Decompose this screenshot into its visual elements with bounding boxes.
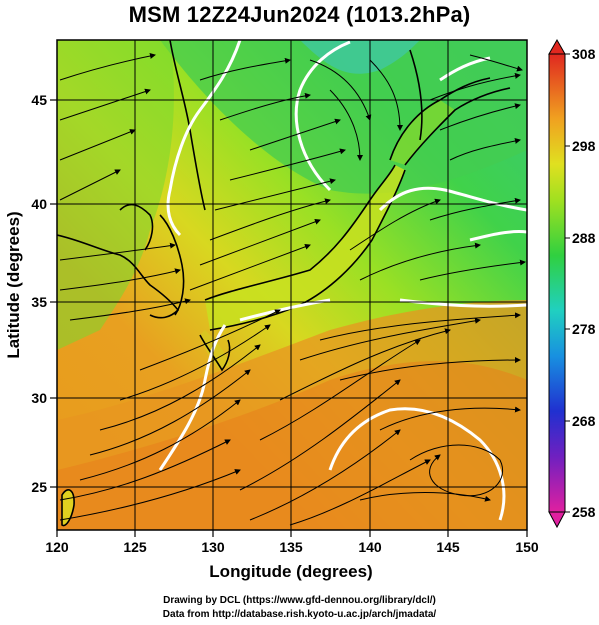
- x-tick-label: 125: [123, 539, 147, 555]
- colorbar-label: 268: [572, 413, 596, 429]
- colorbar-label: 278: [572, 321, 596, 337]
- y-axis-label: Latitude (degrees): [4, 211, 23, 358]
- colorbar-label: 298: [572, 138, 596, 154]
- y-tick-label: 30: [31, 390, 47, 406]
- x-tick-label: 130: [201, 539, 225, 555]
- x-tick-label: 140: [358, 539, 382, 555]
- map-title: MSM 12Z24Jun2024 (1013.2hPa): [128, 2, 471, 27]
- streamlines: [59, 53, 526, 526]
- x-tick-label: 135: [279, 539, 303, 555]
- plot-frame: [56, 39, 528, 531]
- colorbar: 308 298 288 278 268 258: [548, 38, 596, 529]
- x-tick-label: 150: [515, 539, 539, 555]
- colorbar-label: 288: [572, 230, 596, 246]
- credit-drawing: Drawing by DCL (https://www.gfd-dennou.o…: [163, 595, 436, 606]
- grid-lines: [57, 40, 527, 530]
- tick-marks: [50, 99, 528, 537]
- colorbar-label: 308: [572, 46, 596, 62]
- x-axis-label: Longitude (degrees): [209, 562, 372, 581]
- colorbar-label: 258: [572, 504, 596, 520]
- temperature-field: [57, 40, 527, 530]
- credit-data: Data from http://database.rish.kyoto-u.a…: [162, 609, 437, 620]
- y-tick-label: 35: [31, 294, 47, 310]
- y-tick-label: 25: [31, 479, 47, 495]
- y-tick-label: 40: [31, 196, 47, 212]
- y-tick-label: 45: [31, 92, 47, 108]
- x-tick-label: 145: [436, 539, 460, 555]
- x-tick-label: 120: [45, 539, 69, 555]
